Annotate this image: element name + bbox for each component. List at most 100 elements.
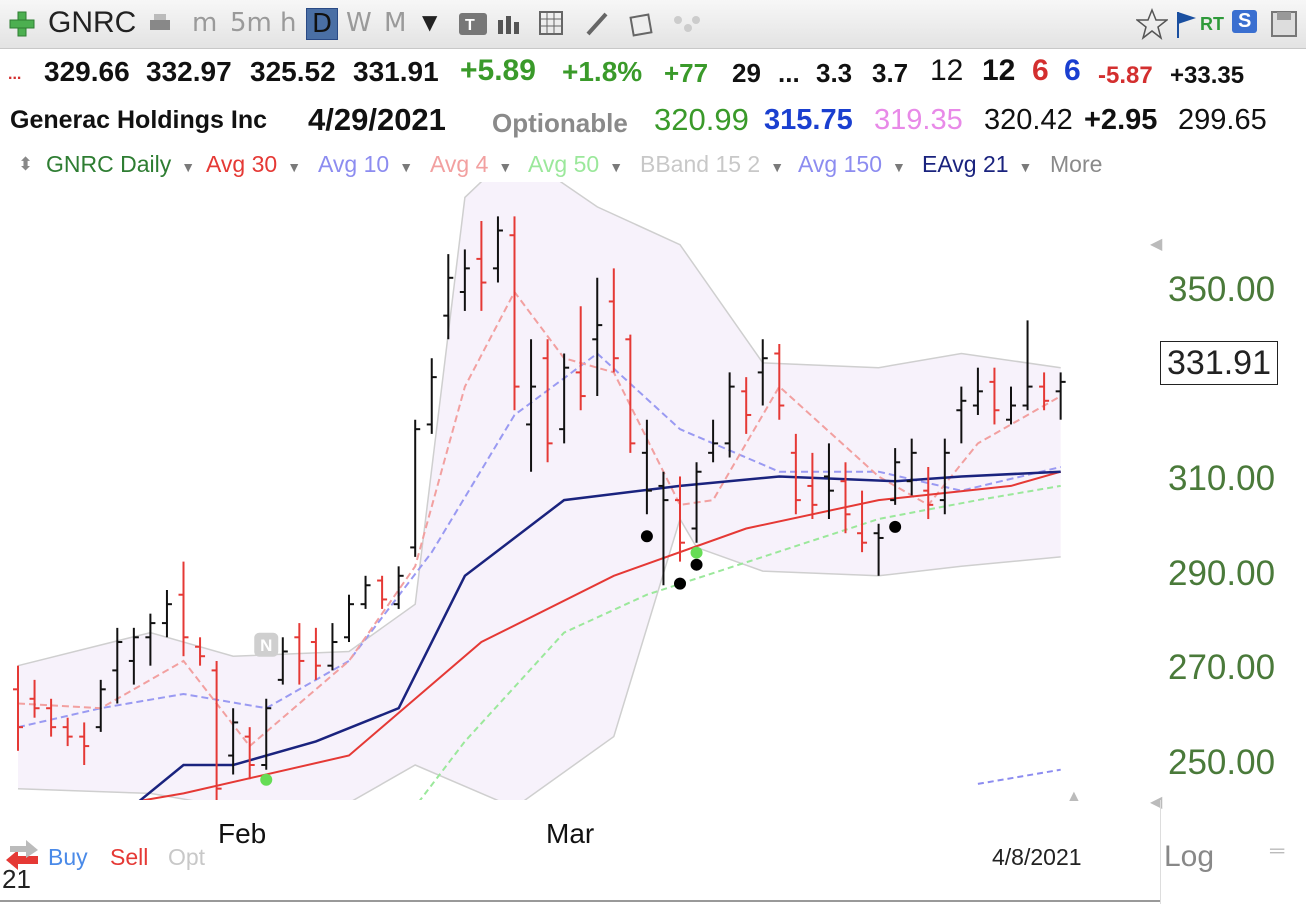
s-badge[interactable]: S <box>1232 10 1258 33</box>
interval-dropdown-icon[interactable]: ▼ <box>422 10 438 34</box>
y-tick-label: 270.00 <box>1168 648 1276 688</box>
red-dots: ... <box>8 66 22 83</box>
corner-label: 21 <box>2 864 31 894</box>
grid-settings-icon[interactable] <box>538 10 568 38</box>
axis-menu-icon[interactable]: ═ <box>1270 840 1285 862</box>
bottom-divider <box>0 900 1160 902</box>
notes-icon[interactable] <box>628 10 658 38</box>
legend-avg30[interactable]: Avg 30 ▼ <box>206 151 302 177</box>
change-value: +5.89 <box>460 54 536 87</box>
flag-icon[interactable] <box>1172 8 1200 40</box>
stat-10: +33.35 <box>1170 62 1245 89</box>
interval-w[interactable]: W <box>346 8 372 38</box>
dots-icon[interactable] <box>670 10 706 38</box>
axis-divider <box>1160 800 1161 904</box>
toolbar: GNRC m 5m h D W M ▼ T RT S <box>0 0 1306 49</box>
interval-d[interactable]: D <box>306 8 339 40</box>
legend-label: GNRC Daily <box>46 151 172 177</box>
legend-bband[interactable]: BBand 15 2 ▼ <box>640 151 785 177</box>
avg30-line <box>139 470 1061 800</box>
stat-4: 3.7 <box>872 58 909 88</box>
log-toggle[interactable]: Log <box>1164 840 1215 873</box>
price-green: 320.99 <box>654 102 749 137</box>
axis-scroll-down-icon[interactable]: ◀ <box>1150 794 1163 811</box>
stat-8: 6 <box>1064 54 1081 87</box>
bar-chart-icon[interactable] <box>496 12 524 36</box>
signal-dot <box>690 546 703 559</box>
stat-9: -5.87 <box>1098 62 1153 89</box>
y-tick-label: 310.00 <box>1168 459 1276 499</box>
legend-avg150[interactable]: Avg 150 ▼ <box>798 151 906 177</box>
buy-button[interactable]: Buy <box>48 844 88 870</box>
current-price-box: 331.91 <box>1160 341 1278 385</box>
avg150-line <box>977 768 1061 785</box>
x-label-feb: Feb <box>218 818 267 849</box>
symbol-label[interactable]: GNRC <box>48 6 137 39</box>
stat-2: 29 <box>732 58 761 88</box>
signal-dot <box>674 577 686 590</box>
svg-text:T: T <box>465 17 475 34</box>
signal-dot <box>640 530 653 543</box>
n-marker-bg <box>254 632 279 657</box>
y-tick-label: 290.00 <box>1168 553 1276 593</box>
high-value: 332.97 <box>146 56 232 87</box>
add-symbol-icon[interactable] <box>8 10 36 38</box>
save-icon[interactable] <box>1270 10 1300 40</box>
legend-label: EAvg 21 <box>922 151 1009 177</box>
legend-label: Avg 4 <box>430 151 489 177</box>
legend-avg10[interactable]: Avg 10 ▼ <box>318 151 414 177</box>
change-pct: +1.8% <box>562 56 643 87</box>
price-change: +2.95 <box>1084 104 1158 136</box>
legend-label: Avg 150 <box>798 151 882 177</box>
signal-dot <box>889 520 902 533</box>
pencil-icon[interactable] <box>584 10 612 38</box>
rt-label[interactable]: RT <box>1200 14 1224 34</box>
signal-dot <box>260 773 273 786</box>
interval-m[interactable]: m <box>192 8 218 38</box>
chart-date-label: 4/8/2021 <box>992 844 1082 870</box>
price-pink: 319.35 <box>874 104 963 136</box>
collapse-arrow-icon[interactable]: ▲ <box>1066 788 1082 805</box>
stat-3: 3.3 <box>816 58 853 88</box>
avg10-line <box>17 352 1061 729</box>
legend-avg50[interactable]: Avg 50 ▼ <box>528 151 624 177</box>
legend-gnrc-daily[interactable]: GNRC Daily ▼ <box>46 151 196 177</box>
stat-5: 12 <box>930 54 964 87</box>
quote-row-ohlc: ... 329.66 332.97 325.52 331.91 +5.89 +1… <box>0 52 1306 94</box>
interval-h[interactable]: h <box>280 8 297 38</box>
stat-6: 12 <box>982 54 1016 87</box>
low-value: 325.52 <box>250 56 336 87</box>
legend-drag-icon[interactable]: ⬍ <box>18 154 34 174</box>
avg50-line <box>419 484 1061 800</box>
stat-1: +77 <box>664 58 709 88</box>
sell-button[interactable]: Sell <box>110 844 149 870</box>
trade-arrows-icon[interactable] <box>4 840 40 870</box>
star-icon[interactable] <box>1136 8 1168 40</box>
opt-button[interactable]: Opt <box>168 844 206 870</box>
price-axis[interactable]: 350.00 310.00 290.00 270.00 250.00 ◀ ◀ <box>1150 182 1306 811</box>
n-marker-label: N <box>260 636 272 655</box>
open-value: 329.66 <box>44 56 130 87</box>
legend-more[interactable]: More <box>1050 151 1103 177</box>
price-chart[interactable]: N <box>0 182 1160 800</box>
interval-5m[interactable]: 5m <box>230 8 272 38</box>
x-label-mar: Mar <box>546 818 595 849</box>
legend-label: BBand 15 2 <box>640 151 761 177</box>
indicator-legend: ⬍ GNRC Daily ▼ Avg 30 ▼ Avg 10 ▼ Avg 4 ▼ Avg… <box>0 146 1306 182</box>
close-value: 331.91 <box>353 56 439 87</box>
signal-dot <box>690 558 703 571</box>
text-toggle-icon[interactable]: T <box>458 12 488 36</box>
eavg21-line <box>138 470 1061 800</box>
price-blue: 315.75 <box>764 104 853 136</box>
axis-scroll-up-icon[interactable]: ◀ <box>1150 236 1163 253</box>
legend-label: Avg 50 <box>528 151 600 177</box>
bband-fill <box>18 182 1061 800</box>
legend-avg4[interactable]: Avg 4 ▼ <box>430 151 513 177</box>
price-last: 320.42 <box>984 104 1073 136</box>
y-tick-label: 250.00 <box>1168 743 1276 782</box>
interval-mo[interactable]: M <box>384 8 407 38</box>
print-icon[interactable] <box>146 12 174 36</box>
legend-label: Avg 30 <box>206 151 278 177</box>
legend-eavg21[interactable]: EAvg 21 ▼ <box>922 151 1033 177</box>
quote-date: 4/29/2021 <box>308 102 446 137</box>
